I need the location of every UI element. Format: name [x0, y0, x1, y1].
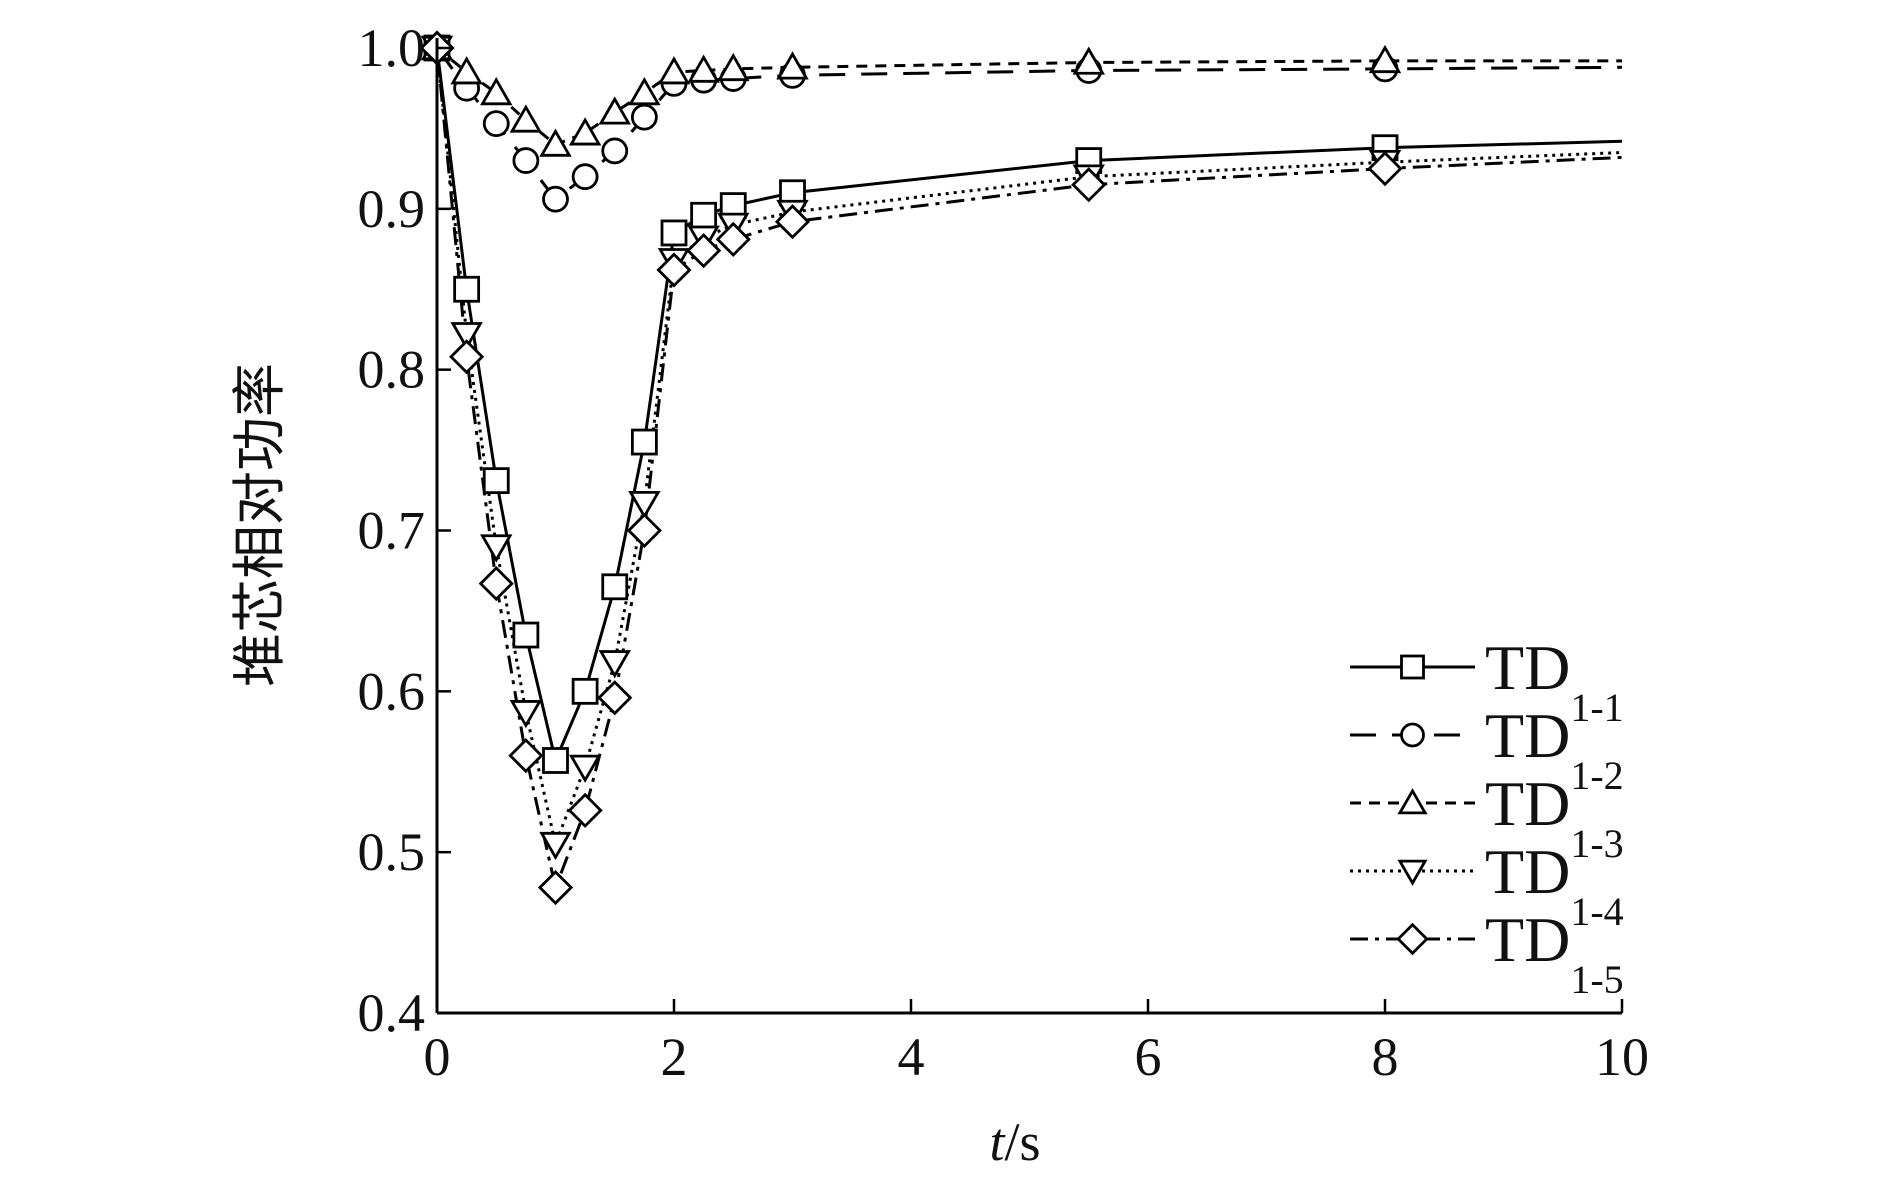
data-point-1-4: [539, 831, 572, 861]
data-point-1-3: [657, 56, 691, 85]
data-point-1-1: [660, 219, 688, 247]
x-tick-label: 6: [1135, 1027, 1162, 1087]
y-tick-label: 0.8: [358, 340, 426, 400]
y-axis-label: 堆芯相对功率: [230, 363, 290, 687]
legend-label-main: TD: [1485, 700, 1570, 771]
data-point-1-1: [453, 275, 481, 303]
y-tick-label: 0.7: [358, 501, 426, 561]
data-point-1-5: [686, 233, 722, 269]
data-point-1-1: [630, 428, 658, 456]
series-lines: [435, 46, 1623, 890]
data-point-1-1: [542, 747, 569, 774]
data-point-1-5: [537, 869, 574, 906]
data-point-1-5: [1367, 151, 1403, 187]
data-point-1-3: [450, 56, 483, 85]
legend-label-main: TD: [1485, 904, 1570, 975]
y-tick-label: 0.4: [358, 983, 426, 1043]
y-axis-ticks: 0.4 0.5 0.6 0.7 0.8 0.9 1.0: [358, 18, 451, 1043]
legend-marker-1-2: [1400, 722, 1425, 748]
data-point-1-2: [542, 185, 569, 213]
data-point-1-3: [687, 54, 720, 83]
data-point-1-2: [601, 137, 629, 165]
legend-label-1-2: TD1-2: [1485, 700, 1624, 798]
data-point-1-1: [601, 573, 629, 601]
axes: [435, 38, 1622, 1015]
data-point-1-3: [628, 77, 661, 106]
legend-label-sub: 1-1: [1570, 685, 1623, 730]
data-point-1-5: [508, 738, 544, 774]
data-point-1-5: [567, 792, 603, 828]
legend-label-main: TD: [1485, 768, 1570, 839]
data-point-1-3: [776, 51, 809, 80]
legend-label-sub: 1-4: [1570, 889, 1623, 934]
series-line-1-5: [435, 47, 1623, 890]
legend-label-sub: 1-2: [1570, 753, 1623, 798]
data-point-1-3: [509, 104, 543, 133]
x-tick-label: 0: [424, 1027, 451, 1087]
legend-marker-1-4: [1397, 859, 1428, 886]
x-tick-label: 8: [1372, 1027, 1399, 1087]
data-point-1-2: [482, 110, 510, 137]
data-point-1-3: [1072, 46, 1105, 75]
legend-marker-1-1: [1400, 654, 1425, 680]
data-point-1-1: [690, 201, 718, 229]
y-tick-label: 0.6: [358, 661, 426, 721]
y-tick-label: 0.5: [358, 822, 426, 882]
data-point-1-5: [715, 221, 751, 257]
series-markers: [419, 30, 1403, 906]
data-point-1-5: [478, 565, 514, 602]
x-axis-ticks: 0 2 4 6 8 10: [424, 999, 1649, 1087]
data-point-1-3: [480, 77, 513, 106]
data-point-1-4: [480, 534, 513, 563]
data-point-1-5: [449, 339, 485, 375]
data-point-1-3: [539, 128, 572, 157]
data-point-1-3: [598, 96, 631, 125]
data-point-1-4: [568, 754, 602, 783]
data-point-1-5: [656, 252, 692, 288]
legend-label-main: TD: [1485, 632, 1570, 703]
data-point-1-2: [571, 163, 599, 191]
data-point-1-3: [1368, 44, 1402, 74]
legend-marker-1-3: [1397, 788, 1428, 815]
x-tick-label: 2: [661, 1027, 688, 1087]
data-point-1-5: [1071, 167, 1107, 203]
y-tick-label: 1.0: [358, 18, 426, 78]
x-axis-label: t/s: [989, 1112, 1040, 1172]
x-axis-label-italic: t: [989, 1112, 1006, 1172]
legend-label-sub: 1-5: [1570, 957, 1623, 1002]
data-point-1-5: [597, 680, 633, 716]
data-point-1-4: [598, 650, 631, 679]
legend-label-1-3: TD1-3: [1485, 768, 1624, 866]
data-point-1-5: [774, 204, 811, 240]
series-line-1-3: [436, 46, 1622, 146]
legend-label-1-1: TD1-1: [1485, 632, 1624, 730]
data-point-1-3: [568, 117, 602, 146]
data-point-1-4: [509, 700, 543, 729]
x-axis-label-unit: /s: [1004, 1112, 1040, 1172]
data-point-1-3: [717, 52, 750, 82]
data-point-1-2: [630, 103, 658, 131]
legend-label-sub: 1-3: [1570, 821, 1623, 866]
legend-label-main: TD: [1485, 836, 1570, 907]
y-tick-label: 0.9: [358, 179, 426, 239]
data-point-1-1: [482, 467, 510, 495]
legend-label-1-4: TD1-4: [1485, 836, 1624, 934]
data-point-1-5: [626, 512, 662, 549]
data-point-1-4: [450, 322, 483, 351]
data-point-1-4: [628, 490, 661, 520]
x-tick-label: 4: [898, 1027, 925, 1087]
data-point-1-1: [571, 677, 599, 705]
data-point-1-1: [512, 621, 540, 649]
legend-marker-1-5: [1396, 922, 1429, 956]
data-point-1-2: [512, 147, 540, 174]
legend-label-1-5: TD1-5: [1485, 904, 1624, 1002]
x-tick-label: 10: [1595, 1027, 1649, 1087]
